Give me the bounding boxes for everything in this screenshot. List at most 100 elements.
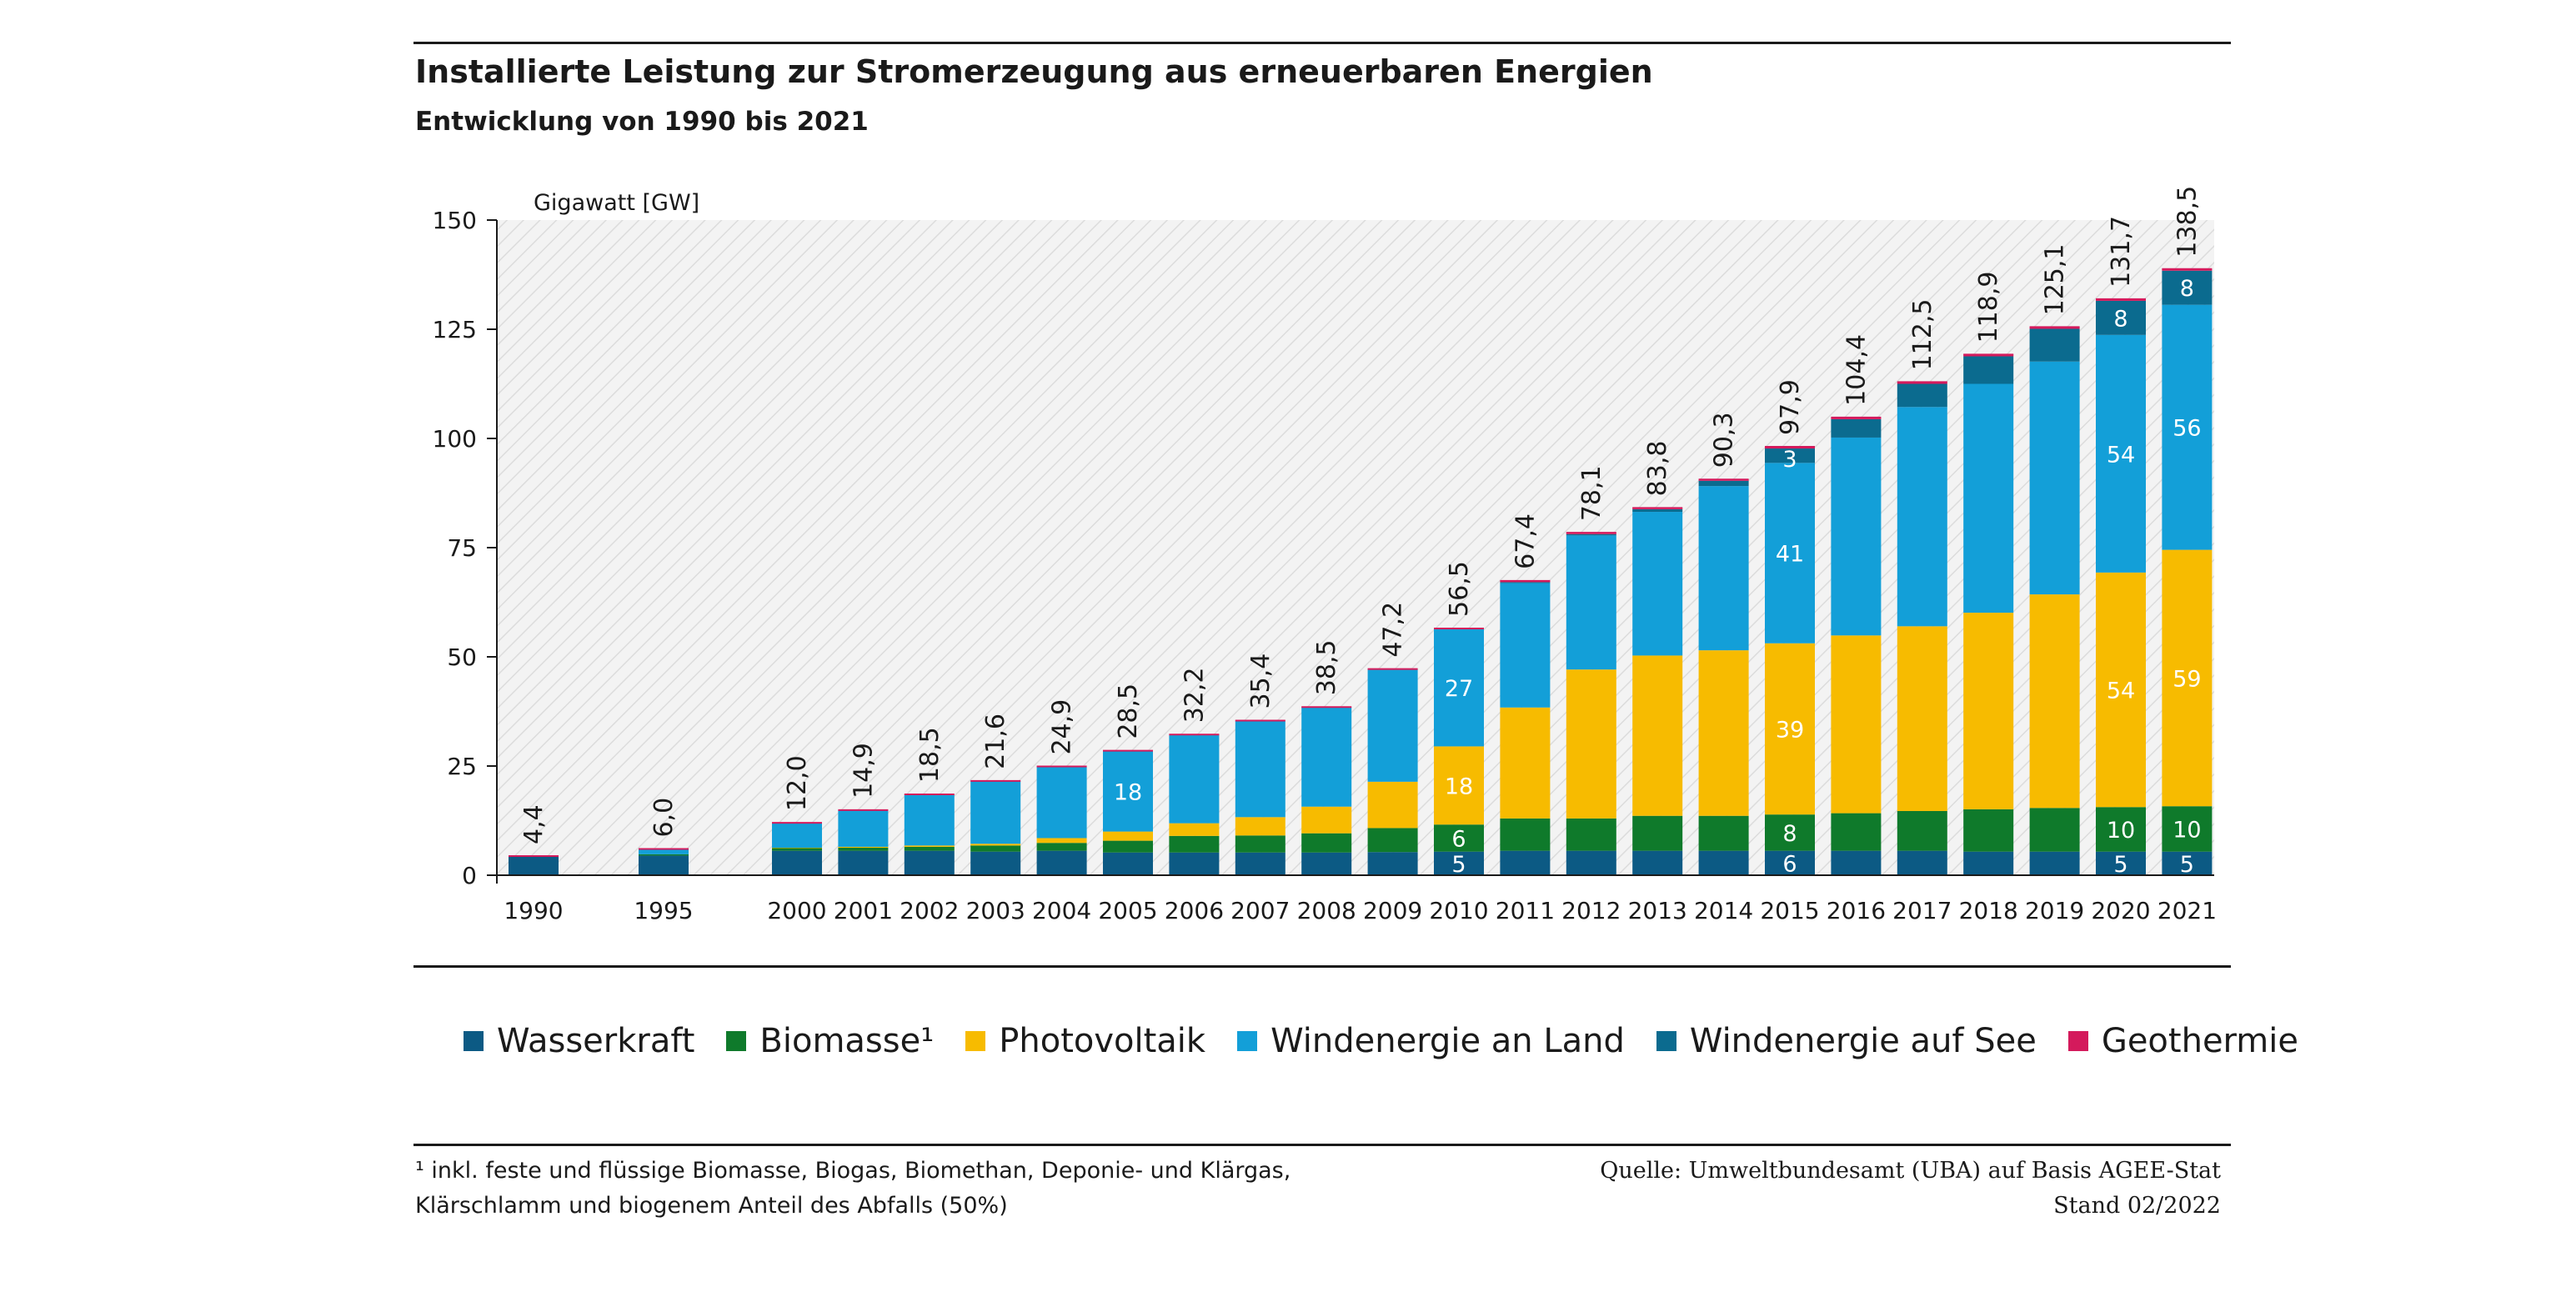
total-label-2020: 131,7 <box>2107 216 2136 288</box>
bar-segment-windenergie-an-land-2010 <box>1434 628 1484 747</box>
bar-segment-windenergie-an-land-2014 <box>1698 486 1749 651</box>
segment-label-2015: 39 <box>1776 717 1804 743</box>
x-tick-label-2014: 2014 <box>1694 897 1753 924</box>
bar-segment-windenergie-an-land-2002 <box>904 794 955 846</box>
bar-segment-windenergie-an-land-2005 <box>1103 751 1153 832</box>
total-label-2006: 32,2 <box>1180 667 1209 723</box>
footnote-line-2: Klärschlamm und biogenem Anteil des Abfa… <box>415 1193 1008 1219</box>
x-tick-label-1995: 1995 <box>634 897 693 924</box>
bar-segment-photovoltaik-2002 <box>904 845 955 847</box>
middle-rule <box>413 965 2231 968</box>
bar-segment-wasserkraft-2000 <box>772 850 822 875</box>
y-tick-label: 125 <box>433 316 477 343</box>
bar-segment-windenergie-an-land-2007 <box>1235 721 1285 818</box>
x-tick-label-2008: 2008 <box>1297 897 1356 924</box>
bar-segment-wasserkraft-2016 <box>1831 850 1882 875</box>
bar-segment-photovoltaik-2014 <box>1698 650 1749 816</box>
segment-label-2020: 54 <box>2107 679 2135 704</box>
y-tick-label: 75 <box>447 534 477 562</box>
total-label-2014: 90,3 <box>1710 412 1739 468</box>
bar-segment-windenergie-auf-see-2015 <box>1765 448 1815 463</box>
footnote: ¹ inkl. feste und flüssige Biomasse, Bio… <box>415 1154 1416 1224</box>
bar-segment-biomasse--2018 <box>1963 809 2014 852</box>
x-tick-label-2015: 2015 <box>1760 897 1819 924</box>
bar-segment-biomasse--2010 <box>1434 824 1484 852</box>
bottom-rule <box>413 1144 2231 1146</box>
bar-segment-biomasse--2003 <box>970 845 1021 852</box>
x-tick-label-2006: 2006 <box>1165 897 1224 924</box>
bar-segment-biomasse--2017 <box>1897 810 1947 851</box>
bar-segment-biomasse--2021 <box>2162 806 2213 852</box>
bar-segment-biomasse--2001 <box>838 847 889 851</box>
bar-segment-wasserkraft-1995 <box>639 855 689 875</box>
total-label-2004: 24,9 <box>1048 699 1077 755</box>
bar-segment-windenergie-auf-see-2018 <box>1963 356 2014 384</box>
bar-segment-windenergie-an-land-2019 <box>2029 361 2080 595</box>
legend-item-photovoltaik: Photovoltaik <box>965 1022 1205 1060</box>
bar-segment-windenergie-an-land-1995 <box>639 849 689 854</box>
bar-segment-biomasse--2004 <box>1036 843 1087 851</box>
x-tick-label-2005: 2005 <box>1098 897 1157 924</box>
bar-segment-windenergie-an-land-2016 <box>1831 437 1882 636</box>
bar-segment-biomasse--1995 <box>639 854 689 856</box>
chart-title: Installierte Leistung zur Stromerzeugung… <box>415 53 1653 90</box>
source-line-2: Stand 02/2022 <box>2053 1193 2221 1219</box>
total-label-2003: 21,6 <box>981 714 1010 769</box>
bar-segment-wasserkraft-2007 <box>1235 852 1285 875</box>
bar-segment-biomasse--2007 <box>1235 835 1285 853</box>
segment-label-2010: 6 <box>1451 826 1466 852</box>
bar-segment-photovoltaik-2020 <box>2096 572 2146 808</box>
bar-segment-windenergie-an-land-2017 <box>1897 407 1947 627</box>
y-tick-label: 25 <box>447 753 477 780</box>
legend-swatch <box>464 1031 484 1051</box>
bar-segment-biomasse--2008 <box>1301 833 1352 853</box>
bar-segment-windenergie-auf-see-2011 <box>1500 582 1551 583</box>
chart-subtitle: Entwicklung von 1990 bis 2021 <box>415 107 869 137</box>
segment-label-2021: 59 <box>2173 666 2201 692</box>
segment-label-2020: 8 <box>2113 306 2127 332</box>
bar-segment-geothermie-2015 <box>1765 446 1815 449</box>
bar-segment-biomasse--2009 <box>1367 828 1418 853</box>
bar-segment-wasserkraft-2021 <box>2162 851 2213 875</box>
bar-segment-wasserkraft-2006 <box>1169 852 1220 875</box>
segment-label-2015: 6 <box>1782 851 1797 877</box>
x-tick-label-2011: 2011 <box>1496 897 1555 924</box>
x-tick-label-2016: 2016 <box>1827 897 1886 924</box>
segment-label-2010: 5 <box>1451 852 1466 878</box>
bar-segment-wasserkraft-2012 <box>1566 850 1616 875</box>
bar-segment-photovoltaik-2012 <box>1566 669 1616 819</box>
source-line-1: Quelle: Umweltbundesamt (UBA) auf Basis … <box>1600 1158 2221 1184</box>
bar-segment-biomasse--2016 <box>1831 813 1882 851</box>
bar-segment-biomasse--2006 <box>1169 835 1220 853</box>
bar-segment-wasserkraft-2009 <box>1367 852 1418 875</box>
total-label-2009: 47,2 <box>1379 602 1408 658</box>
bar-segment-wasserkraft-2019 <box>2029 851 2080 875</box>
bar-segment-photovoltaik-2010 <box>1434 746 1484 825</box>
bar-segment-photovoltaik-2005 <box>1103 831 1153 841</box>
bar-segment-windenergie-auf-see-2012 <box>1566 533 1616 536</box>
x-tick-label-2004: 2004 <box>1032 897 1091 924</box>
bar-segment-windenergie-an-land-2020 <box>2096 334 2146 573</box>
bar-segment-photovoltaik-2001 <box>838 846 889 848</box>
bar-segment-biomasse--2000 <box>772 848 822 851</box>
bar-segment-photovoltaik-2018 <box>1963 613 2014 809</box>
legend-swatch <box>726 1031 747 1051</box>
total-label-1995: 6,0 <box>649 798 679 838</box>
total-label-2007: 35,4 <box>1246 654 1275 709</box>
bar-segment-photovoltaik-2013 <box>1632 655 1683 816</box>
legend-label: Windenergie auf See <box>1689 1022 2037 1060</box>
segment-label-2020: 54 <box>2107 442 2135 468</box>
legend-item-windenergie-an-land: Windenergie an Land <box>1237 1022 1625 1060</box>
segment-label-2021: 8 <box>2180 276 2194 302</box>
bar-segment-windenergie-an-land-2012 <box>1566 535 1616 670</box>
segment-label-2021: 10 <box>2173 817 2201 843</box>
bar-segment-biomasse--2019 <box>2029 808 2080 852</box>
legend-label: Photovoltaik <box>999 1022 1206 1060</box>
x-tick-label-2019: 2019 <box>2025 897 2084 924</box>
chart-legend: Wasserkraft Biomasse¹ Photovoltaik Windener… <box>464 1022 2330 1060</box>
legend-swatch <box>1237 1031 1258 1051</box>
bar-segment-windenergie-auf-see-2017 <box>1897 383 1947 408</box>
x-tick-label-2002: 2002 <box>900 897 959 924</box>
x-tick-label-2009: 2009 <box>1363 897 1422 924</box>
bar-segment-windenergie-an-land-2018 <box>1963 383 2014 613</box>
